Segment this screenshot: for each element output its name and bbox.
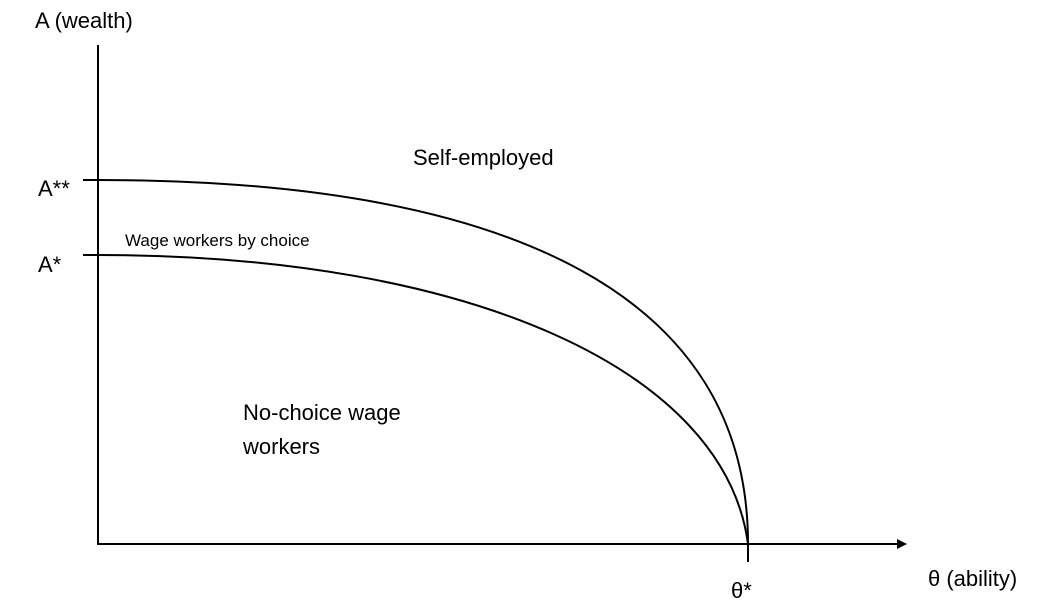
tick-label: θ*	[731, 578, 752, 603]
region-label: workers	[242, 434, 320, 459]
region-label: Wage workers by choice	[125, 231, 310, 250]
lower-boundary	[97, 254, 749, 545]
region-label: No-choice wage	[243, 400, 401, 425]
y-axis-label: A (wealth)	[35, 8, 133, 33]
tick-label: A**	[38, 176, 70, 201]
upper-boundary	[97, 179, 749, 545]
x-axis-label: θ (ability)	[928, 566, 1017, 591]
region-label: Self-employed	[413, 145, 554, 170]
tick-label: A*	[38, 252, 62, 277]
